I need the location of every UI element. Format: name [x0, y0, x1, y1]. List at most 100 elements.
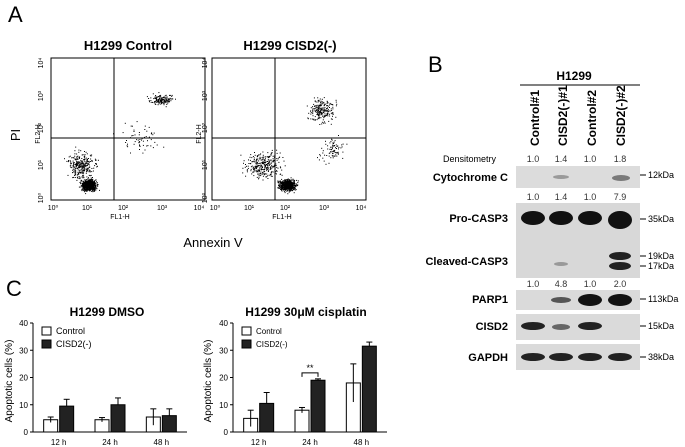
scatter-dot — [280, 181, 282, 183]
scatter-dot — [266, 173, 268, 175]
scatter-dot — [272, 155, 274, 157]
scatter-dot — [307, 117, 309, 119]
blot-label-pro-casp3: Pro-CASP3 — [449, 213, 508, 225]
scatter-dot — [88, 164, 90, 166]
scatter-dot — [259, 162, 261, 164]
scatter-dot — [89, 190, 91, 192]
scatter-dot — [169, 97, 171, 99]
scatter-dot — [89, 188, 91, 190]
scatter-dot — [282, 185, 284, 186]
scatter-dot — [254, 154, 256, 156]
scatter-dot — [258, 169, 260, 171]
scatter-dot — [256, 162, 258, 164]
scatter-dot — [341, 144, 343, 146]
scatter-dot — [283, 183, 285, 185]
scatter-dot — [276, 149, 278, 151]
scatter-dot — [256, 170, 258, 172]
scatter-dot — [315, 101, 317, 103]
scatter-dot — [334, 140, 336, 142]
scatter-dot — [96, 166, 98, 168]
scatter-dot — [172, 98, 174, 100]
scatter-dot — [324, 115, 325, 117]
scatter-dot — [84, 158, 85, 160]
scatter-dot — [83, 163, 85, 165]
scatter-dot — [318, 99, 320, 101]
scatter-dot — [83, 172, 85, 174]
scatter-dot — [292, 189, 294, 191]
scatter-dot — [264, 159, 266, 161]
scatter-dot — [289, 190, 291, 192]
scatter-dot — [251, 173, 253, 175]
scatter-dot — [270, 154, 272, 156]
scatter-dot — [73, 176, 75, 178]
scatter-dot — [76, 164, 78, 166]
scatter-dot — [76, 162, 78, 164]
scatter-dot — [326, 110, 328, 112]
scatter-dot — [84, 165, 86, 167]
scatter-dot — [94, 186, 96, 188]
scatter-dot — [88, 160, 90, 162]
scatter-dot — [262, 156, 264, 158]
scatter-dot — [323, 97, 325, 99]
band — [552, 324, 570, 330]
scatter-dot — [327, 111, 329, 113]
scatter-dot — [80, 183, 82, 185]
scatter-dot — [77, 163, 79, 165]
scatter-dot — [320, 102, 322, 104]
scatter-dot — [77, 177, 78, 179]
scatter-dot — [268, 164, 270, 166]
scatter-dot — [67, 161, 69, 163]
scatter-dot — [250, 166, 252, 168]
scatter-dot — [312, 113, 314, 115]
scatter-dot — [158, 103, 160, 105]
scatter-dot — [328, 120, 330, 122]
scatter-dot — [84, 159, 86, 161]
scatter-dot — [86, 181, 88, 183]
scatter-dot — [91, 154, 93, 156]
scatter-dot — [84, 190, 86, 192]
scatter-dot — [78, 151, 80, 153]
scatter-dot — [247, 165, 249, 167]
scatter-dot — [166, 97, 168, 99]
scatter-dot — [292, 178, 294, 180]
scatter-dot — [80, 181, 82, 183]
scatter-dot — [90, 188, 92, 190]
scatter-dot — [332, 157, 334, 159]
scatter-dot — [159, 97, 161, 99]
scatter-dot — [287, 180, 289, 182]
scatter-dot — [170, 100, 172, 102]
scatter-dot — [294, 187, 296, 189]
tick: 10⁰ — [201, 193, 209, 204]
band — [608, 353, 632, 361]
scatter-dot — [72, 157, 74, 159]
scatter-dot — [97, 185, 99, 187]
scatter-dot — [171, 94, 173, 96]
scatter-dot — [332, 115, 333, 117]
scatter-dot — [290, 187, 291, 189]
scatter-dot — [331, 118, 333, 120]
scatter-dot — [260, 166, 262, 168]
scatter-dot — [166, 99, 168, 101]
densitometry-value: 1.4 — [555, 192, 568, 202]
scatter-dot — [258, 158, 260, 160]
scatter-dot — [268, 159, 270, 161]
scatter-dot — [246, 169, 248, 171]
scatter-dot — [84, 182, 86, 184]
scatter-dot — [95, 189, 97, 191]
scatter-dot — [318, 110, 319, 111]
x-tick-label: 48 h — [154, 438, 170, 447]
scatter-dot — [330, 157, 332, 159]
scatter-dot — [322, 115, 324, 117]
scatter-dot — [286, 187, 288, 189]
scatter-dot — [342, 151, 344, 153]
scatter-dot — [85, 151, 87, 153]
scatter-dot — [86, 189, 88, 191]
scatter-dot — [322, 150, 324, 152]
scatter-dot — [337, 145, 339, 147]
tick: 10³ — [202, 90, 209, 101]
scatter-dot — [257, 165, 258, 167]
lane-labels: Control#1 CISD2(-)#1 Control#2 CISD2(-)#… — [528, 85, 628, 146]
scatter-dot — [318, 108, 320, 110]
scatter-dot — [139, 145, 140, 147]
scatter-dot — [278, 182, 280, 183]
